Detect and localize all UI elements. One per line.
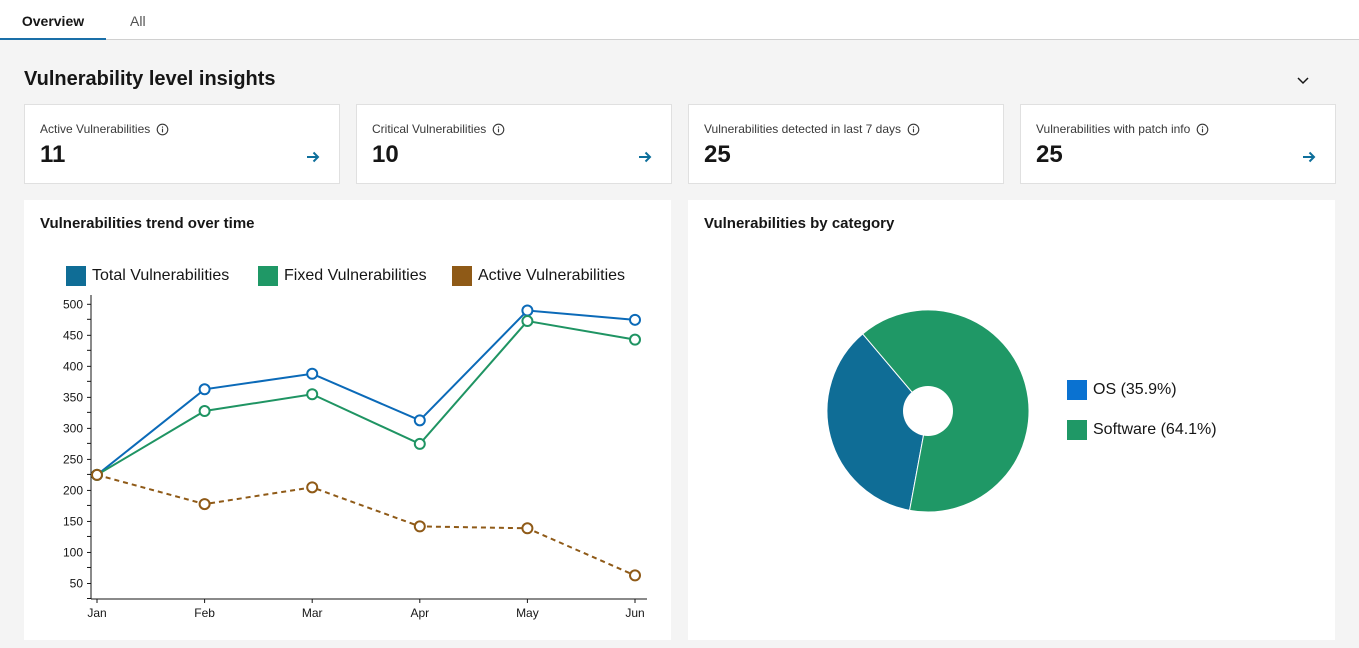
kpi-label: Critical Vulnerabilities [372, 122, 487, 136]
pie-slice-os [826, 333, 929, 511]
y-tick-label: 200 [63, 483, 83, 497]
tab-all[interactable]: All [130, 13, 146, 29]
kpi-label: Active Vulnerabilities [40, 122, 151, 136]
kpi-label: Vulnerabilities with patch info [1036, 122, 1191, 136]
data-point-2 [306, 481, 319, 494]
trend-panel-title: Vulnerabilities trend over time [40, 215, 255, 232]
kpi-value: 25 [1036, 141, 1063, 168]
data-point-0 [413, 414, 426, 427]
legend-swatch [1067, 420, 1087, 440]
category-pie-chart [826, 309, 1030, 513]
legend-label: Fixed Vulnerabilities [284, 267, 427, 284]
info-icon[interactable] [156, 123, 169, 136]
pie-center-hole [903, 386, 953, 436]
kpi-card-patch-info[interactable]: Vulnerabilities with patch info 25 [1020, 104, 1336, 184]
legend-swatch [1067, 380, 1087, 400]
category-panel: Vulnerabilities by category OS (35.9%) S… [688, 200, 1335, 640]
kpi-value: 10 [372, 141, 399, 168]
data-point-2 [198, 498, 211, 511]
kpi-label-row: Vulnerabilities with patch info [1036, 122, 1209, 136]
info-icon[interactable] [492, 123, 505, 136]
legend-item-total[interactable]: Total Vulnerabilities [66, 266, 229, 286]
legend-swatch [452, 266, 472, 286]
trend-chart: 50 100 150 200 250 300 350 400 450 500 Jan Feb Mar Ap… [63, 295, 647, 620]
series-line-1 [96, 319, 636, 476]
arrow-right-icon[interactable] [305, 149, 321, 165]
data-point-1 [198, 405, 211, 418]
y-tick-label: 250 [63, 452, 83, 466]
y-tick-label: 450 [63, 328, 83, 342]
data-point-1 [629, 333, 641, 346]
legend-item-software[interactable]: Software (64.1%) [1067, 420, 1217, 440]
x-tick-label: Jun [625, 606, 644, 620]
legend-label: Software (64.1%) [1093, 421, 1217, 438]
data-point-1 [306, 388, 319, 401]
y-tick-label: 300 [63, 421, 83, 435]
x-tick-label: Apr [410, 606, 429, 620]
legend-swatch [66, 266, 86, 286]
kpi-label-row: Vulnerabilities detected in last 7 days [704, 122, 920, 136]
legend-label: Total Vulnerabilities [92, 267, 230, 284]
kpi-card-critical[interactable]: Critical Vulnerabilities 10 [356, 104, 672, 184]
y-tick-label: 150 [63, 514, 83, 528]
trend-panel: Vulnerabilities trend over time Total Vu… [24, 200, 671, 640]
y-tick-label: 50 [70, 576, 84, 590]
info-icon[interactable] [907, 123, 920, 136]
x-tick-label: Feb [194, 606, 215, 620]
arrow-right-icon[interactable] [637, 149, 653, 165]
data-point-0 [629, 313, 641, 326]
data-point-0 [306, 367, 319, 380]
section-title: Vulnerability level insights [24, 68, 276, 90]
data-point-1 [413, 437, 426, 450]
y-tick-label: 400 [63, 359, 83, 373]
x-tick-label: Mar [302, 606, 323, 620]
kpi-label: Vulnerabilities detected in last 7 days [704, 122, 902, 136]
info-icon[interactable] [1196, 123, 1209, 136]
data-point-1 [521, 315, 534, 328]
arrow-right-icon[interactable] [1301, 149, 1317, 165]
legend-swatch [258, 266, 278, 286]
legend-label: Active Vulnerabilities [478, 267, 626, 284]
y-tick-label: 350 [63, 390, 83, 404]
kpi-card-active[interactable]: Active Vulnerabilities 11 [24, 104, 340, 184]
kpi-label-row: Active Vulnerabilities [40, 122, 169, 136]
legend-label: OS (35.9%) [1093, 381, 1177, 398]
y-tick-label: 100 [63, 545, 83, 559]
tab-bar: Overview All [0, 0, 1359, 40]
data-point-2 [413, 520, 426, 533]
kpi-label-row: Critical Vulnerabilities [372, 122, 505, 136]
category-panel-title: Vulnerabilities by category [704, 215, 895, 232]
kpi-card-last-7-days[interactable]: Vulnerabilities detected in last 7 days … [688, 104, 1004, 184]
data-point-2 [91, 468, 103, 481]
tab-overview[interactable]: Overview [0, 0, 106, 40]
data-point-0 [521, 304, 534, 317]
series-line-2 [96, 473, 636, 577]
kpi-value: 25 [704, 141, 731, 168]
x-tick-label: Jan [87, 606, 106, 620]
data-point-0 [198, 383, 211, 396]
series-line-0 [96, 309, 636, 476]
data-point-2 [629, 569, 641, 582]
legend-item-fixed[interactable]: Fixed Vulnerabilities [258, 266, 427, 286]
kpi-value: 11 [40, 141, 66, 168]
legend-item-os[interactable]: OS (35.9%) [1067, 380, 1177, 400]
chevron-down-icon[interactable] [1293, 70, 1313, 90]
data-point-2 [521, 522, 534, 535]
legend-item-active[interactable]: Active Vulnerabilities [452, 266, 625, 286]
y-tick-label: 500 [63, 297, 83, 311]
x-tick-label: May [516, 606, 539, 620]
